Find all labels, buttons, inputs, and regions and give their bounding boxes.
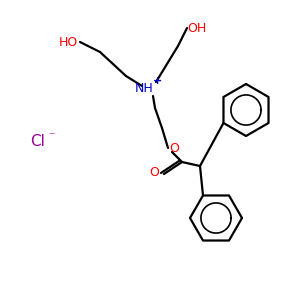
Text: O: O xyxy=(149,167,159,179)
Text: NH: NH xyxy=(135,82,153,94)
Text: OH: OH xyxy=(188,22,207,34)
Text: HO: HO xyxy=(58,35,78,49)
Text: Cl: Cl xyxy=(30,134,45,149)
Text: ⁻: ⁻ xyxy=(48,130,55,143)
Text: O: O xyxy=(169,142,179,154)
Text: +: + xyxy=(152,76,162,86)
